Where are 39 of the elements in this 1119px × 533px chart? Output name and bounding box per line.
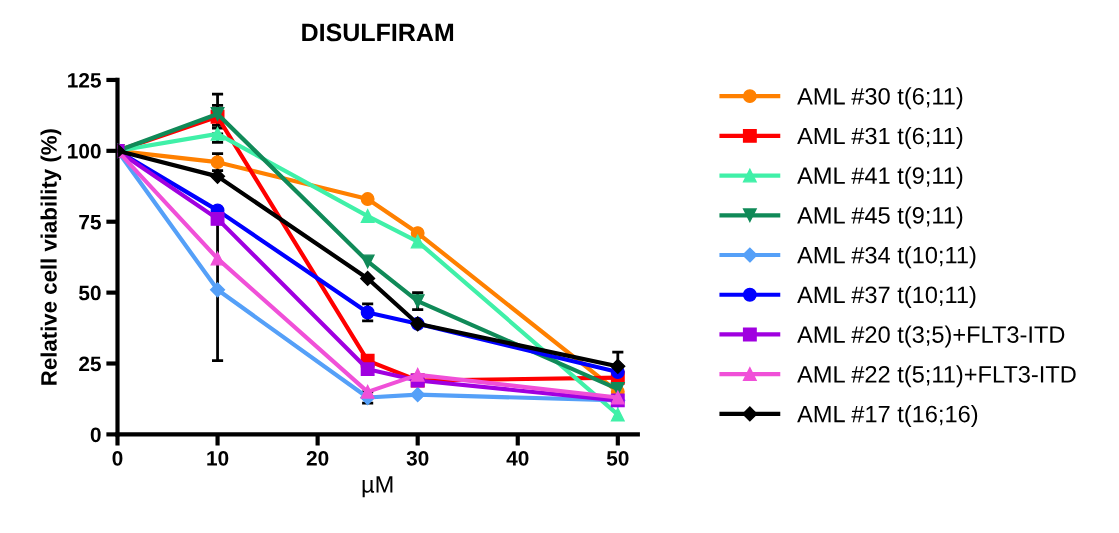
chart-title: DISULFIRAM: [302, 23, 454, 42]
x-tick-label: 0: [112, 450, 123, 466]
x-tick-label: 50: [606, 450, 629, 466]
x-tick-label: 40: [506, 450, 529, 466]
y-tick-label: 125: [68, 72, 101, 88]
y-tick-label: 0: [90, 427, 101, 443]
point: [209, 168, 226, 184]
legend-label: AML #17 t(16;16): [797, 405, 978, 428]
y-tick-label: 25: [79, 356, 101, 372]
point: [360, 362, 375, 377]
point: [210, 211, 225, 226]
point: [410, 387, 426, 403]
point: [610, 358, 626, 374]
legend-label: AML #45 t(9;11): [797, 206, 963, 229]
point: [410, 367, 425, 382]
x-tick-label: 20: [306, 450, 329, 466]
y-tick-label: 50: [78, 285, 101, 301]
legend-label: AML #34 t(10;11): [797, 246, 976, 269]
legend-label: AML #30 t(6;11): [797, 87, 963, 110]
y-tick-label: 75: [79, 214, 101, 230]
point: [360, 209, 375, 224]
x-tick-label: 30: [406, 450, 429, 466]
point: [360, 270, 376, 287]
legend-label: AML #20 t(3;5)+FLT3-ITD: [797, 325, 1065, 348]
point: [209, 282, 226, 298]
point: [360, 192, 375, 206]
y-axis-title: Relative cell viability (%): [40, 129, 62, 385]
point: [360, 254, 375, 269]
legend-label: AML #22 t(5;11)+FLT3-ITD: [797, 365, 1076, 388]
y-tick-label: 100: [68, 143, 101, 159]
x-axis-title: µM: [362, 476, 393, 498]
legend-label: AML #31 t(6;11): [797, 127, 963, 150]
point: [360, 384, 375, 399]
legend-label: AML #41 t(9;11): [797, 166, 963, 189]
legend-label: AML #37 t(10;11): [797, 285, 976, 308]
point: [610, 407, 625, 422]
point: [410, 234, 425, 249]
point: [210, 251, 225, 266]
x-tick-label: 10: [207, 450, 229, 466]
